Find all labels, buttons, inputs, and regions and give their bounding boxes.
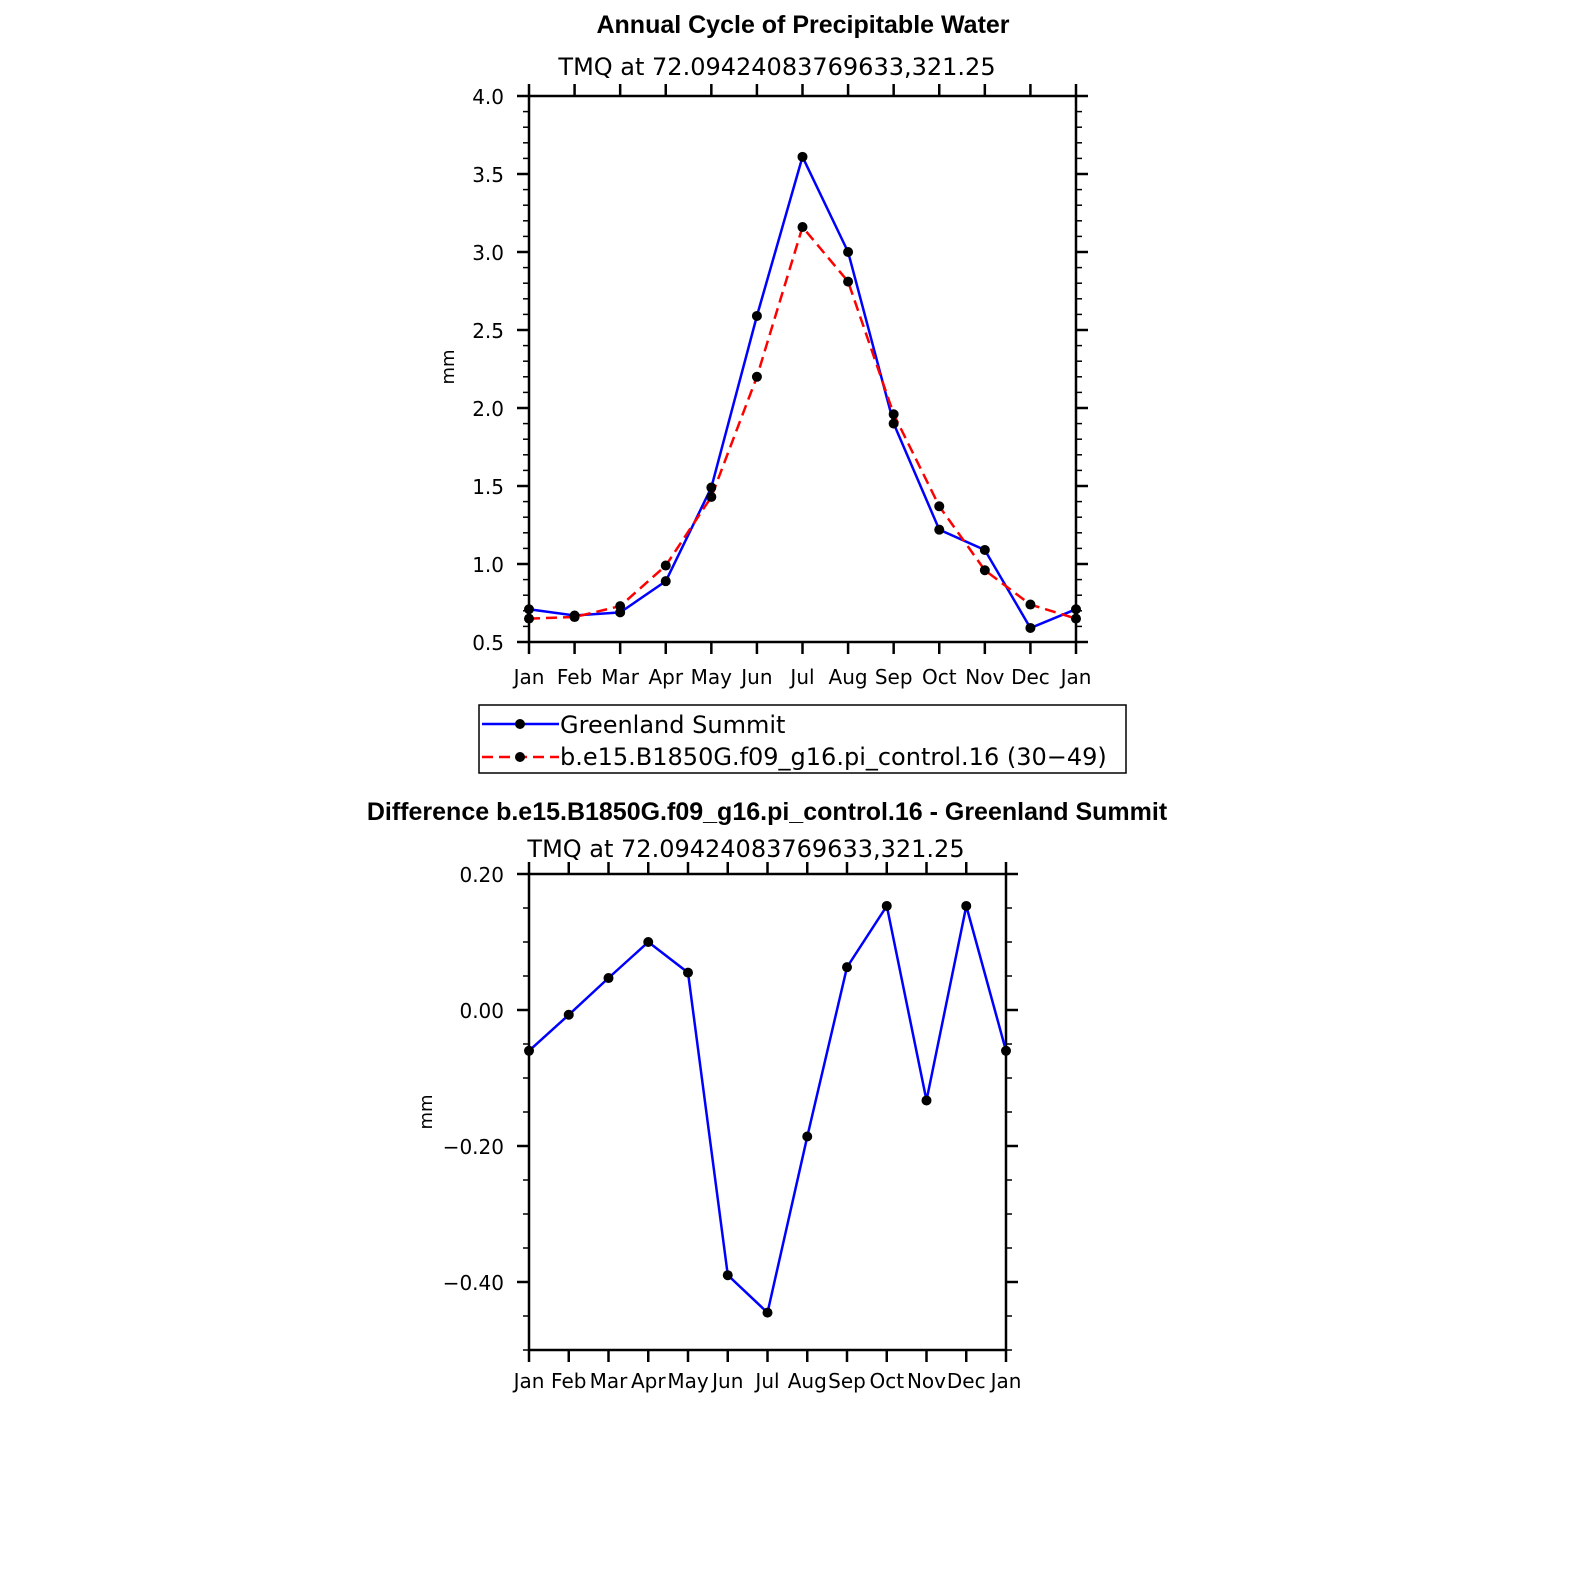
- top-series-0-point: [1025, 622, 1036, 633]
- top-plot-frame: [527, 94, 1078, 644]
- top-axis-ticks: Jan Feb Mar Apr May Jun Jul Aug Sep Oct Nov Dec Jan 0…: [472, 84, 1091, 689]
- bottom-xtick-label: Nov: [907, 1369, 946, 1393]
- top-xtick-label: Jan: [512, 665, 545, 689]
- top-series-1-line: [528, 224, 1077, 620]
- bottom-series-0-point: [881, 900, 892, 911]
- bottom-ytick-label: −0.20: [443, 1135, 504, 1159]
- bottom-series-0-point: [643, 937, 654, 947]
- top-series-1-point: [934, 501, 945, 512]
- bottom-ytick-label: 0.00: [459, 999, 504, 1023]
- bottom-xtick-label: Jan: [512, 1369, 545, 1393]
- top-xtick-label: Mar: [601, 665, 640, 689]
- top-series-0-point: [524, 604, 534, 615]
- bottom-ytick-label: −0.40: [443, 1271, 504, 1295]
- bottom-xtick-label: Jun: [710, 1369, 743, 1393]
- top-ytick-label: 0.5: [472, 631, 504, 655]
- top-series-0-point: [797, 151, 808, 162]
- top-xtick-label: May: [691, 665, 733, 689]
- legend-label-model: b.e15.B1850G.f09_g16.pi_control.16 (30−4…: [560, 743, 1107, 771]
- top-xtick-label: Jul: [788, 665, 814, 689]
- bottom-plot-frame: [527, 872, 1008, 1352]
- top-xtick-label: Nov: [965, 665, 1004, 689]
- top-ytick-label: 3.5: [472, 163, 504, 187]
- annual-cycle-chart: Annual Cycle of Precipitable Water TMQ a…: [438, 11, 1127, 774]
- legend-marker-model: [515, 752, 525, 762]
- bottom-series-0-point: [921, 1095, 932, 1106]
- top-xtick-label: Oct: [922, 665, 957, 689]
- top-series-1-point: [660, 560, 671, 571]
- top-xtick-label: Aug: [829, 665, 868, 689]
- legend-label-observed: Greenland Summit: [560, 711, 785, 739]
- bottom-xtick-label: Aug: [788, 1369, 827, 1393]
- top-xtick-label: Feb: [557, 665, 592, 689]
- top-series-1-point: [797, 222, 808, 233]
- top-chart-subtitle: TMQ at 72.09424083769633,321.25: [557, 53, 995, 81]
- bottom-chart-ylabel: mm: [416, 1094, 437, 1129]
- bottom-axis-ticks: Jan Feb Mar Apr May Jun Jul Aug Sep Oct Nov Dec Jan−…: [443, 862, 1022, 1393]
- top-ytick-label: 1.5: [472, 475, 504, 499]
- bottom-chart-title: Difference b.e15.B1850G.f09_g16.pi_contr…: [367, 798, 1168, 826]
- bottom-xtick-label: Dec: [947, 1369, 986, 1393]
- top-series-1-point: [1071, 613, 1081, 624]
- bottom-series-0-point: [802, 1131, 813, 1142]
- top-series-layer: [524, 151, 1081, 633]
- top-xtick-label: Apr: [648, 665, 683, 689]
- bottom-xtick-label: Jan: [989, 1369, 1022, 1393]
- top-xtick-label: Jan: [1059, 665, 1092, 689]
- top-xtick-label: Sep: [875, 665, 913, 689]
- top-chart-title: Annual Cycle of Precipitable Water: [596, 11, 1009, 39]
- top-xtick-label: Dec: [1011, 665, 1050, 689]
- bottom-xtick-label: Apr: [631, 1369, 666, 1393]
- bottom-series-0-point: [1001, 1045, 1011, 1056]
- top-series-0-point: [751, 310, 762, 321]
- top-series-1-point: [1025, 599, 1036, 610]
- bottom-xtick-label: Mar: [590, 1369, 629, 1393]
- top-xtick-label: Jun: [739, 665, 772, 689]
- top-series-1-point: [706, 491, 717, 502]
- bottom-chart-subtitle: TMQ at 72.09424083769633,321.25: [526, 835, 964, 863]
- bottom-series-0-line: [528, 902, 1008, 1316]
- top-ytick-label: 4.0: [472, 85, 504, 109]
- legend-box: [478, 704, 1127, 774]
- bottom-series-0-point: [842, 962, 852, 973]
- top-series-0-point: [934, 524, 945, 535]
- bottom-series-0-point: [603, 973, 614, 984]
- top-series-0-point: [660, 576, 671, 587]
- top-series-1-point: [843, 276, 854, 287]
- top-series-0-point: [888, 418, 899, 429]
- bottom-series-layer: [524, 900, 1011, 1318]
- bottom-xtick-label: Oct: [869, 1369, 904, 1393]
- top-ytick-label: 1.0: [472, 553, 504, 577]
- bottom-series-0-point: [563, 1009, 574, 1020]
- top-series-1-point: [569, 612, 580, 623]
- top-series-1-point: [751, 371, 762, 382]
- bottom-series-0-point: [762, 1307, 773, 1318]
- bottom-series-0-point: [722, 1270, 733, 1281]
- top-series-1-point: [615, 601, 626, 612]
- bottom-series-0-point: [524, 1045, 534, 1056]
- top-series-0-point: [979, 544, 990, 555]
- legend: Greenland Summit b.e15.B1850G.f09_g16.pi…: [478, 704, 1127, 774]
- bottom-series-0-point: [683, 967, 693, 978]
- top-series-1-point: [979, 565, 990, 576]
- bottom-xtick-label: Jul: [753, 1369, 779, 1393]
- top-series-0-point: [1071, 604, 1081, 615]
- difference-chart: Difference b.e15.B1850G.f09_g16.pi_contr…: [367, 798, 1168, 1393]
- top-series-1-point: [524, 613, 534, 624]
- legend-marker-observed: [515, 719, 525, 729]
- top-ytick-label: 2.5: [472, 319, 504, 343]
- bottom-xtick-label: Feb: [551, 1369, 586, 1393]
- top-chart-ylabel: mm: [438, 349, 459, 384]
- top-ytick-label: 2.0: [472, 397, 504, 421]
- bottom-xtick-label: Sep: [828, 1369, 866, 1393]
- bottom-series-0-point: [961, 900, 972, 911]
- bottom-xtick-label: May: [667, 1369, 709, 1393]
- top-series-0-point: [843, 247, 854, 257]
- top-series-1-point: [888, 409, 899, 420]
- top-series-0-point: [706, 482, 717, 493]
- top-ytick-label: 3.0: [472, 241, 504, 265]
- bottom-ytick-label: 0.20: [459, 863, 504, 887]
